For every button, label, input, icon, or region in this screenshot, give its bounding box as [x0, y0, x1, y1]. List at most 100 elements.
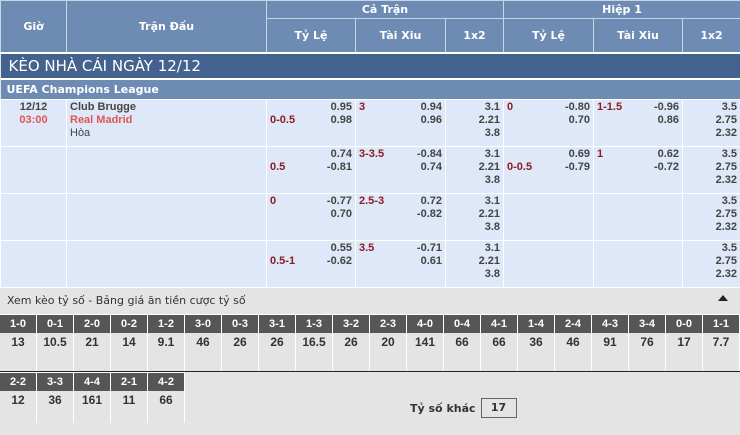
h1-handicap-cell[interactable]: 0-0.5 0.69 -0.79	[503, 146, 595, 194]
odds-value[interactable]: 0.55	[330, 242, 352, 254]
odds-away[interactable]: 2.75	[715, 208, 738, 220]
score-cell[interactable]: 3-1 26	[259, 314, 296, 371]
over-under-cell[interactable]: 3 0.94 0.96	[355, 99, 446, 147]
score-cell[interactable]: 4-3 91	[592, 314, 629, 371]
odds-home[interactable]: 3.1	[484, 101, 501, 113]
odds-value[interactable]: 0.72	[420, 195, 442, 207]
h1-over-under-cell[interactable]: 1-1.5 -0.96 0.86	[593, 99, 684, 147]
score-cell[interactable]: 1-4 36	[518, 314, 555, 371]
1x2-cell[interactable]: 3.1 2.21 3.8	[444, 240, 505, 288]
odds-value[interactable]: 0.62	[657, 148, 680, 160]
odds-home[interactable]: 3.5	[721, 101, 738, 113]
score-cell[interactable]: 3-2 26	[333, 314, 370, 371]
handicap-cell[interactable]: 0-0.5 0.95 0.98	[266, 99, 356, 147]
odds-value[interactable]: 0.94	[420, 101, 442, 113]
odds-value[interactable]: -0.80	[564, 101, 591, 113]
odds-home[interactable]: 3.1	[484, 148, 501, 160]
odds-home[interactable]: 3.5	[721, 195, 738, 207]
odds-draw[interactable]: 3.8	[484, 174, 501, 186]
h1-1x2-cell[interactable]: 3.5 2.75 2.32	[682, 240, 740, 288]
odds-draw[interactable]: 2.32	[715, 127, 738, 139]
h1-1x2-cell[interactable]: 3.5 2.75 2.32	[682, 193, 740, 241]
odds-value[interactable]: 0.98	[330, 114, 352, 126]
odds-home[interactable]: 3.1	[484, 242, 501, 254]
match-date: 12/12	[19, 101, 48, 113]
odds-home[interactable]: 3.1	[484, 195, 501, 207]
odds-value[interactable]: 0.70	[568, 114, 591, 126]
odds-away[interactable]: 2.75	[715, 255, 738, 267]
handicap-cell[interactable]: 0.5 0.74 -0.81	[266, 146, 356, 194]
odds-value[interactable]: 0.74	[420, 161, 442, 173]
score-cell[interactable]: 2-2 12	[0, 372, 37, 423]
odds-home[interactable]: 3.5	[721, 148, 738, 160]
odds-value[interactable]: -0.79	[564, 161, 591, 173]
score-cell[interactable]: 4-2 66	[148, 372, 185, 423]
odds-value[interactable]: -0.71	[416, 242, 442, 254]
score-cell[interactable]: 0-4 66	[444, 314, 481, 371]
score-cell[interactable]: 2-4 46	[555, 314, 592, 371]
odds-draw[interactable]: 2.32	[715, 221, 738, 233]
1x2-cell[interactable]: 3.1 2.21 3.8	[444, 193, 505, 241]
odds-value[interactable]: -0.72	[653, 161, 680, 173]
h1-1x2-cell[interactable]: 3.5 2.75 2.32	[682, 146, 740, 194]
score-cell[interactable]: 1-0 13	[0, 314, 37, 371]
odds-value[interactable]: -0.96	[653, 101, 680, 113]
score-cell[interactable]: 3-4 76	[629, 314, 666, 371]
odds-draw[interactable]: 2.32	[715, 268, 738, 280]
odds-value[interactable]: 0.95	[330, 101, 352, 113]
score-cell[interactable]: 2-3 20	[370, 314, 407, 371]
odds-draw[interactable]: 3.8	[484, 268, 501, 280]
odds-value[interactable]: 0.86	[657, 114, 680, 126]
score-cell[interactable]: 3-3 36	[37, 372, 74, 423]
1x2-cell[interactable]: 3.1 2.21 3.8	[444, 146, 505, 194]
1x2-cell[interactable]: 3.1 2.21 3.8	[444, 99, 505, 147]
match-teams[interactable]: Club Brugge Real Madrid Hòa	[66, 99, 267, 147]
odds-value[interactable]: -0.84	[416, 148, 442, 160]
h1-1x2-cell[interactable]: 3.5 2.75 2.32	[682, 99, 740, 147]
score-cell[interactable]: 1-2 9.1	[148, 314, 185, 371]
odds-value[interactable]: -0.77	[326, 195, 352, 207]
score-cell[interactable]: 3-0 46	[185, 314, 222, 371]
odds-value[interactable]: -0.62	[326, 255, 352, 267]
odds-value[interactable]: 0.61	[420, 255, 442, 267]
other-score-value[interactable]: 17	[480, 398, 517, 418]
score-cell[interactable]: 1-1 7.7	[703, 314, 740, 371]
odds-away[interactable]: 2.21	[478, 161, 501, 173]
odds-value[interactable]: -0.82	[416, 208, 442, 220]
handicap-cell[interactable]: 0 -0.77 0.70	[266, 193, 356, 241]
odds-draw[interactable]: 3.8	[484, 127, 501, 139]
over-under-cell[interactable]: 3-3.5 -0.84 0.74	[355, 146, 446, 194]
league-name[interactable]: UEFA Champions League	[0, 77, 740, 100]
score-cell[interactable]: 0-0 17	[666, 314, 703, 371]
score-cell[interactable]: 0-3 26	[222, 314, 259, 371]
score-cell[interactable]: 2-1 11	[111, 372, 148, 423]
odds-home[interactable]: 3.5	[721, 242, 738, 254]
score-cell[interactable]: 4-1 66	[481, 314, 518, 371]
odds-value[interactable]: -0.81	[326, 161, 352, 173]
odds-value[interactable]: 0.96	[420, 114, 442, 126]
odds-away[interactable]: 2.75	[715, 161, 738, 173]
over-under-cell[interactable]: 3.5 -0.71 0.61	[355, 240, 446, 288]
h1-handicap-cell[interactable]: 0 -0.80 0.70	[503, 99, 595, 147]
odds-draw[interactable]: 2.32	[715, 174, 738, 186]
odds-away[interactable]: 2.21	[478, 255, 501, 267]
over-under-cell[interactable]: 2.5-3 0.72 -0.82	[355, 193, 446, 241]
handicap-cell[interactable]: 0.5-1 0.55 -0.62	[266, 240, 356, 288]
score-cell[interactable]: 2-0 21	[74, 314, 111, 371]
odds-away[interactable]: 2.21	[478, 208, 501, 220]
h1-over-under-cell[interactable]: 1 0.62 -0.72	[593, 146, 684, 194]
odds-value[interactable]: 0.69	[568, 148, 591, 160]
score-cell[interactable]: 4-4 161	[74, 372, 111, 423]
odds-value[interactable]: 0.74	[330, 148, 352, 160]
score-cell[interactable]: 0-1 10.5	[37, 314, 74, 371]
score-cell[interactable]: 1-3 16.5	[296, 314, 333, 371]
score-cell[interactable]: 4-0 141	[407, 314, 444, 371]
odds-away[interactable]: 2.21	[478, 114, 501, 126]
odds-draw[interactable]: 3.8	[484, 221, 501, 233]
col-h1-1x2: 1x2	[682, 18, 740, 53]
score-cell[interactable]: 0-2 14	[111, 314, 148, 371]
odds-value[interactable]: 0.70	[330, 208, 352, 220]
collapse-caret-icon[interactable]	[718, 295, 728, 301]
score-odds: 46	[196, 335, 210, 349]
odds-away[interactable]: 2.75	[715, 114, 738, 126]
